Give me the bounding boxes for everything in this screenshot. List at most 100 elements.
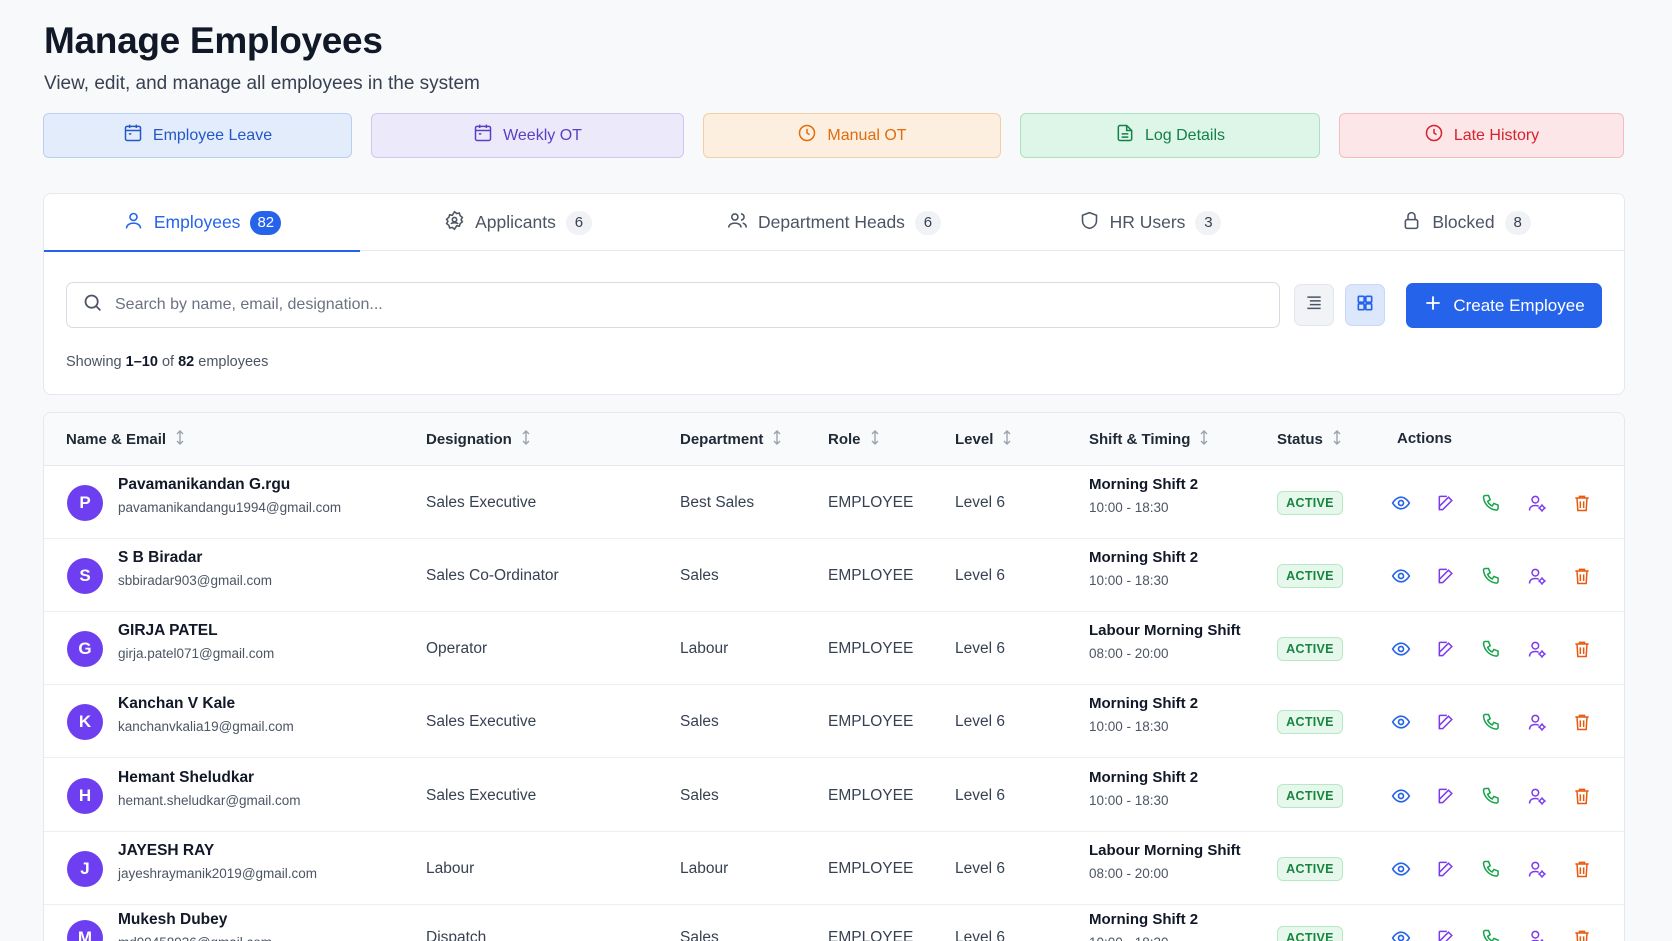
edit-icon[interactable] <box>1434 564 1458 588</box>
view-icon[interactable] <box>1389 857 1413 881</box>
employee-name[interactable]: Hemant Sheludkar <box>118 769 255 786</box>
employee-name[interactable]: Kanchan V Kale <box>118 695 236 712</box>
column-label: Role <box>828 431 861 448</box>
avatar: K <box>67 704 103 740</box>
phone-icon[interactable] <box>1479 784 1503 808</box>
employee-email: girja.patel071@gmail.com <box>118 646 275 661</box>
employee-level: Level 6 <box>955 567 1005 584</box>
table-row[interactable]: K Kanchan V Kale kanchanvkalia19@gmail.c… <box>44 685 1624 758</box>
column-level[interactable]: Level <box>955 430 1012 449</box>
user-manage-icon[interactable] <box>1525 710 1549 734</box>
delete-icon[interactable] <box>1570 784 1594 808</box>
tab-applicants[interactable]: Applicants 6 <box>360 194 676 251</box>
column-name-email[interactable]: Name & Email <box>66 430 185 449</box>
tab-department-heads-count: 6 <box>914 210 941 235</box>
tab-employees[interactable]: Employees 82 <box>44 194 360 252</box>
delete-icon[interactable] <box>1570 710 1594 734</box>
table-row[interactable]: H Hemant Sheludkar hemant.sheludkar@gmai… <box>44 759 1624 832</box>
edit-icon[interactable] <box>1434 857 1458 881</box>
employee-designation: Labour <box>426 860 475 877</box>
employees-panel: Employees 82 Applicants 6 Department Hea… <box>43 193 1625 395</box>
search-box[interactable] <box>66 282 1280 328</box>
view-icon[interactable] <box>1389 784 1413 808</box>
phone-icon[interactable] <box>1479 564 1503 588</box>
view-icon[interactable] <box>1389 926 1413 941</box>
grid-view-button[interactable] <box>1345 284 1385 326</box>
log-details-button[interactable]: Log Details <box>1020 113 1320 158</box>
edit-icon[interactable] <box>1434 710 1458 734</box>
tab-hr-users[interactable]: HR Users 3 <box>992 194 1308 251</box>
tab-employees-count: 82 <box>250 210 282 235</box>
view-icon[interactable] <box>1389 710 1413 734</box>
delete-icon[interactable] <box>1570 637 1594 661</box>
delete-icon[interactable] <box>1570 491 1594 515</box>
employee-name[interactable]: GIRJA PATEL <box>118 622 218 639</box>
tab-hr-users-count: 3 <box>1195 210 1222 235</box>
employee-shift: Labour Morning Shift <box>1089 622 1241 639</box>
delete-icon[interactable] <box>1570 564 1594 588</box>
table-row[interactable]: J JAYESH RAY jayeshraymanik2019@gmail.co… <box>44 832 1624 905</box>
employee-name[interactable]: JAYESH RAY <box>118 842 215 859</box>
table-row[interactable]: G GIRJA PATEL girja.patel071@gmail.com O… <box>44 612 1624 685</box>
lock-icon <box>1401 210 1422 236</box>
create-employee-button[interactable]: Create Employee <box>1406 283 1602 328</box>
column-department[interactable]: Department <box>680 430 782 449</box>
tab-department-heads-label: Department Heads <box>758 212 905 232</box>
table-row[interactable]: M Mukesh Dubey md99458936@gmail.com Disp… <box>44 901 1624 941</box>
delete-icon[interactable] <box>1570 926 1594 941</box>
avatar: J <box>67 851 103 887</box>
employee-shift: Morning Shift 2 <box>1089 911 1199 928</box>
column-label: Department <box>680 431 764 448</box>
employee-timing: 10:00 - 18:30 <box>1089 935 1169 941</box>
column-shift-timing[interactable]: Shift & Timing <box>1089 430 1209 449</box>
list-view-button[interactable] <box>1294 284 1334 326</box>
edit-icon[interactable] <box>1434 784 1458 808</box>
user-manage-icon[interactable] <box>1525 491 1549 515</box>
manual-ot-button[interactable]: Manual OT <box>703 113 1001 158</box>
employee-role: EMPLOYEE <box>828 929 914 941</box>
sort-icon <box>1002 430 1012 449</box>
table-row[interactable]: S S B Biradar sbbiradar903@gmail.com Sal… <box>44 539 1624 612</box>
phone-icon[interactable] <box>1479 710 1503 734</box>
view-icon[interactable] <box>1389 564 1413 588</box>
late-history-button[interactable]: Late History <box>1339 113 1624 158</box>
tab-blocked[interactable]: Blocked 8 <box>1308 194 1624 251</box>
employee-level: Level 6 <box>955 494 1005 511</box>
employee-shift: Morning Shift 2 <box>1089 476 1199 493</box>
user-manage-icon[interactable] <box>1525 857 1549 881</box>
search-input[interactable] <box>115 296 1215 314</box>
edit-icon[interactable] <box>1434 926 1458 941</box>
employee-level: Level 6 <box>955 787 1005 804</box>
showing-of: of <box>161 354 175 370</box>
employee-email: hemant.sheludkar@gmail.com <box>118 793 301 808</box>
phone-icon[interactable] <box>1479 857 1503 881</box>
user-manage-icon[interactable] <box>1525 784 1549 808</box>
column-status[interactable]: Status <box>1277 430 1342 449</box>
table-row[interactable]: P Pavamanikandan G.rgu pavamanikandangu1… <box>44 466 1624 539</box>
column-designation[interactable]: Designation <box>426 430 531 449</box>
phone-icon[interactable] <box>1479 491 1503 515</box>
view-icon[interactable] <box>1389 491 1413 515</box>
phone-icon[interactable] <box>1479 926 1503 941</box>
tab-department-heads[interactable]: Department Heads 6 <box>676 194 992 251</box>
user-manage-icon[interactable] <box>1525 926 1549 941</box>
employee-email: sbbiradar903@gmail.com <box>118 573 273 588</box>
phone-icon[interactable] <box>1479 637 1503 661</box>
avatar: S <box>67 558 103 594</box>
tab-applicants-label: Applicants <box>475 212 556 232</box>
delete-icon[interactable] <box>1570 857 1594 881</box>
employee-leave-button[interactable]: Employee Leave <box>43 113 352 158</box>
employee-name[interactable]: S B Biradar <box>118 549 203 566</box>
weekly-ot-button[interactable]: Weekly OT <box>371 113 684 158</box>
employee-name[interactable]: Mukesh Dubey <box>118 911 228 928</box>
employee-email: kanchanvkalia19@gmail.com <box>118 719 294 734</box>
edit-icon[interactable] <box>1434 637 1458 661</box>
column-role[interactable]: Role <box>828 430 880 449</box>
sort-icon <box>521 430 531 449</box>
user-manage-icon[interactable] <box>1525 564 1549 588</box>
employee-email: jayeshraymanik2019@gmail.com <box>118 866 318 881</box>
employee-name[interactable]: Pavamanikandan G.rgu <box>118 476 291 493</box>
user-manage-icon[interactable] <box>1525 637 1549 661</box>
edit-icon[interactable] <box>1434 491 1458 515</box>
view-icon[interactable] <box>1389 637 1413 661</box>
